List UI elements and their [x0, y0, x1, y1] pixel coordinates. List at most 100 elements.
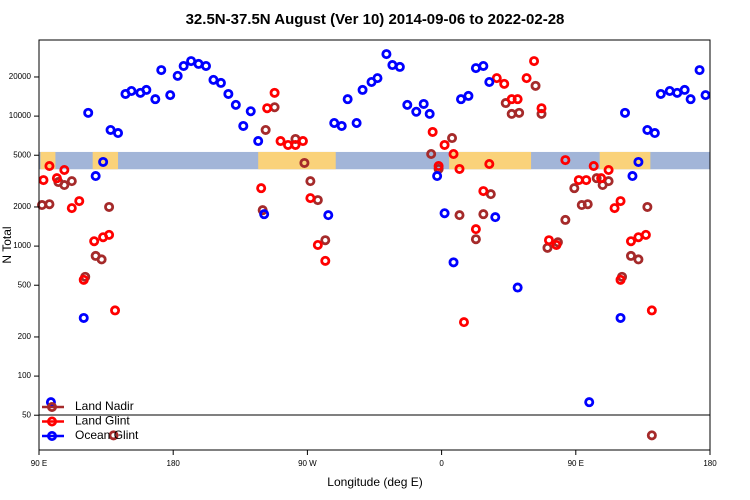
x-tick-label: 90 E	[568, 459, 584, 468]
point	[108, 430, 119, 441]
point	[478, 186, 489, 197]
point	[615, 312, 626, 323]
point	[96, 254, 107, 265]
point	[633, 254, 644, 265]
legend-label: Land Glint	[75, 414, 130, 428]
point	[113, 128, 124, 139]
point	[447, 133, 458, 144]
point	[582, 199, 593, 210]
point	[633, 156, 644, 167]
point	[411, 106, 422, 117]
point	[514, 107, 525, 118]
x-tick-label: 90 W	[298, 459, 317, 468]
point	[381, 49, 392, 60]
point	[569, 183, 580, 194]
point	[649, 128, 660, 139]
point	[223, 88, 234, 99]
point	[230, 99, 241, 110]
point	[463, 90, 474, 101]
point	[98, 156, 109, 167]
point	[439, 139, 450, 150]
point	[591, 173, 602, 184]
point	[238, 120, 249, 131]
point	[484, 159, 495, 170]
point	[432, 171, 443, 182]
point	[178, 60, 189, 71]
point	[543, 235, 554, 246]
ocean-band	[39, 151, 710, 170]
point	[44, 161, 55, 172]
point	[490, 212, 501, 223]
point	[259, 209, 270, 220]
point	[336, 120, 347, 131]
legend-marker	[47, 430, 58, 441]
point	[484, 76, 495, 87]
point	[627, 171, 638, 182]
point	[305, 193, 316, 204]
point	[536, 103, 547, 114]
point	[59, 164, 70, 175]
point	[269, 102, 280, 113]
point	[245, 106, 256, 117]
point	[418, 98, 429, 109]
point	[448, 149, 459, 160]
point	[320, 235, 331, 246]
point	[560, 214, 571, 225]
point	[59, 180, 70, 191]
point	[83, 107, 94, 118]
point	[584, 397, 595, 408]
point	[66, 176, 77, 187]
point	[615, 274, 626, 285]
point	[262, 103, 273, 114]
legend-label: Ocean Glint	[75, 428, 139, 442]
point	[646, 430, 657, 441]
point	[297, 136, 308, 147]
point	[402, 99, 413, 110]
point	[640, 229, 651, 240]
point	[655, 88, 666, 99]
point	[625, 250, 636, 261]
point	[394, 61, 405, 72]
point	[642, 201, 653, 212]
point	[521, 73, 532, 84]
point	[269, 87, 280, 98]
point	[424, 108, 435, 119]
x-axis-label: Longitude (deg E)	[327, 475, 422, 489]
point	[506, 108, 517, 119]
point	[66, 203, 77, 214]
point	[588, 161, 599, 172]
y-tick-label: 200	[18, 332, 32, 341]
point	[512, 94, 523, 105]
legend-label: Land Nadir	[75, 399, 134, 413]
point	[646, 305, 657, 316]
point	[78, 312, 89, 323]
point	[150, 94, 161, 105]
point	[491, 73, 502, 84]
point	[560, 155, 571, 166]
point	[454, 163, 465, 174]
point	[260, 124, 271, 135]
point	[104, 229, 115, 240]
point	[609, 203, 620, 214]
point	[470, 234, 481, 245]
y-tick-label: 5000	[13, 150, 31, 159]
y-tick-label: 100	[18, 371, 32, 380]
point	[126, 85, 137, 96]
point	[312, 239, 323, 250]
point	[44, 199, 55, 210]
point	[51, 173, 62, 184]
point	[104, 201, 115, 212]
y-tick-label: 10000	[9, 111, 32, 120]
y-tick-label: 500	[18, 280, 32, 289]
point	[620, 107, 631, 118]
point	[455, 94, 466, 105]
x-tick-label: 0	[439, 459, 444, 468]
point	[323, 210, 334, 221]
legend-marker	[47, 401, 58, 412]
point	[305, 176, 316, 187]
x-tick-label: 180	[703, 459, 717, 468]
point	[625, 236, 636, 247]
point	[596, 173, 607, 184]
x-tick-label: 180	[167, 459, 181, 468]
